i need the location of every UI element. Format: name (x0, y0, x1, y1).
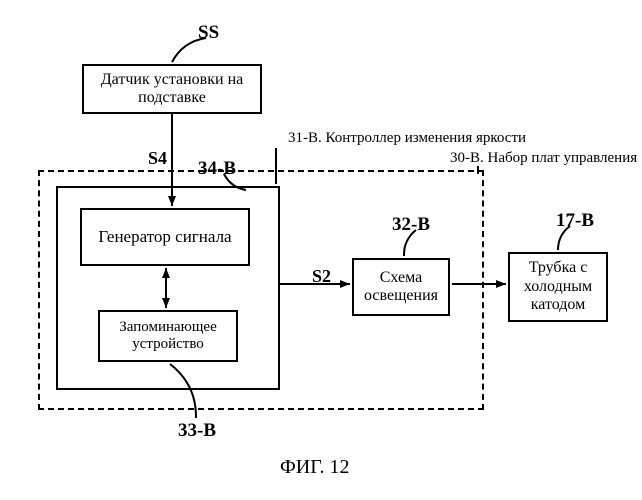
node-sensor: Датчик установки на подставке (82, 64, 262, 114)
label-31b: 31-B. Контроллер изменения яркости (288, 130, 526, 147)
label-34b: 34-B (198, 158, 236, 180)
label-s4: S4 (148, 148, 167, 169)
figure-caption: ФИГ. 12 (280, 456, 350, 479)
label-32b: 32-B (392, 214, 430, 236)
node-generator-text: Генератор сигнала (98, 227, 231, 247)
node-memory-text: Запоминающее устройство (104, 319, 232, 354)
node-lighting-text: Схема освещения (358, 269, 444, 306)
node-memory: Запоминающее устройство (98, 310, 238, 362)
label-ss: SS (198, 22, 219, 44)
node-tube-text: Трубка с холодным катодом (514, 259, 602, 314)
label-s2: S2 (312, 266, 331, 287)
label-17b: 17-B (556, 210, 594, 232)
label-33b: 33-B (178, 420, 216, 442)
node-tube: Трубка с холодным катодом (508, 252, 608, 322)
node-lighting: Схема освещения (352, 258, 450, 316)
node-generator: Генератор сигнала (80, 208, 250, 266)
label-30b: 30-B. Набор плат управления (450, 150, 637, 167)
node-sensor-text: Датчик установки на подставке (88, 71, 256, 108)
